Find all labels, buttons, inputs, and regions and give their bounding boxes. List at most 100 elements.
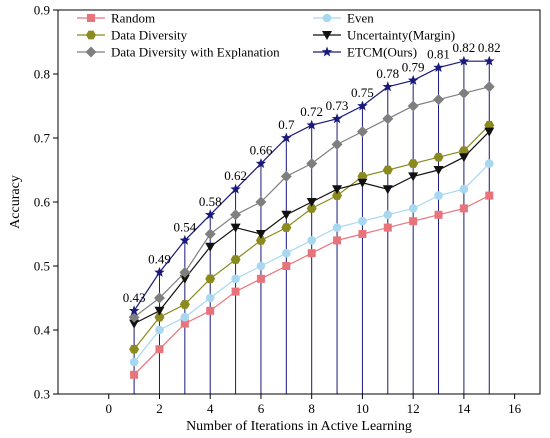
legend-label: ETCM(Ours) (347, 45, 417, 60)
data-point (332, 185, 343, 195)
data-point (357, 178, 368, 188)
x-tick-label: 14 (457, 401, 471, 416)
data-point (155, 325, 164, 335)
data-point (458, 55, 470, 66)
data-point (382, 113, 394, 125)
data-point (154, 306, 165, 316)
legend-marker (322, 13, 332, 23)
x-tick-label: 16 (508, 401, 522, 416)
series-layer (128, 55, 495, 379)
data-point (306, 119, 317, 130)
data-point (358, 216, 367, 226)
legend-item: Random (77, 11, 155, 26)
data-point (231, 287, 240, 296)
data-label: 0.82 (453, 40, 476, 55)
data-point (255, 230, 266, 239)
legend-marker (85, 46, 97, 58)
data-point (484, 120, 495, 130)
legend-label: Even (347, 11, 374, 26)
x-tick-label: 0 (105, 401, 112, 416)
data-label: 0.78 (376, 66, 399, 81)
legend-label: Uncertainty(Margin) (347, 28, 455, 43)
data-label: 0.54 (173, 219, 196, 234)
data-point (130, 370, 139, 379)
data-point (129, 319, 140, 329)
data-point (205, 293, 215, 303)
data-point (206, 306, 215, 315)
data-point (154, 266, 165, 277)
data-point (408, 159, 419, 168)
legend-label: Data Diversity (111, 28, 188, 43)
data-point (307, 249, 316, 258)
data-label: 0.72 (300, 104, 323, 119)
y-tick-label: 0.3 (34, 387, 50, 402)
data-point (230, 209, 242, 221)
data-point (255, 158, 267, 169)
data-point (332, 223, 342, 232)
data-point (255, 196, 267, 208)
legend-marker (321, 46, 333, 57)
data-point (230, 255, 241, 264)
plot-frame (57, 9, 541, 395)
data-point (230, 183, 241, 194)
data-point (382, 185, 393, 195)
data-point (204, 228, 216, 240)
data-point (485, 191, 494, 200)
data-point (483, 81, 495, 93)
series-etcm-ours (128, 55, 495, 316)
axes: 0.3 0.4 0.5 0.6 0.7 0.8 0.9 0 2 4 6 8 10 12 14 16 (34, 3, 541, 416)
data-label: 0.75 (351, 85, 374, 100)
data-point (433, 62, 444, 73)
data-label: 0.62 (224, 168, 247, 183)
x-tick-label: 2 (156, 401, 163, 416)
data-point (356, 126, 368, 138)
data-point (383, 223, 392, 232)
data-point (383, 210, 393, 220)
data-point (204, 209, 216, 220)
data-point (129, 344, 140, 354)
data-point (433, 94, 445, 106)
y-tick-label: 0.7 (34, 131, 51, 146)
legend-item: Uncertainty(Margin) (313, 28, 455, 43)
data-point (357, 100, 368, 111)
data-point (205, 242, 216, 252)
y-tick-label: 0.8 (34, 67, 50, 82)
data-point (256, 274, 265, 283)
data-point (280, 170, 292, 182)
data-point (357, 172, 368, 181)
legend-marker (87, 14, 95, 22)
data-point (129, 357, 139, 367)
series-random (130, 191, 494, 379)
legend-label: Random (111, 11, 155, 26)
data-point (408, 204, 418, 213)
data-point (282, 262, 291, 270)
data-point (306, 198, 317, 207)
data-point (179, 274, 190, 284)
data-point (434, 191, 443, 200)
y-tick-label: 0.6 (34, 195, 51, 210)
data-point (459, 204, 468, 213)
series-even (129, 159, 494, 367)
data-point (179, 300, 190, 309)
data-point (281, 223, 292, 232)
x-tick-label: 10 (356, 401, 369, 416)
data-point (333, 236, 342, 245)
data-point (179, 234, 191, 245)
series-data-diversity (129, 120, 495, 354)
data-point (484, 159, 494, 168)
data-point (407, 74, 419, 85)
data-point (179, 266, 191, 278)
x-tick-label: 4 (207, 401, 214, 416)
series-data-diversity-with-explanation (128, 81, 495, 323)
data-point (155, 345, 164, 354)
legend: Random Even Data Diversity Uncertainty(Marg… (77, 11, 455, 60)
x-axis-title: Number of Iterations in Active Learning (186, 419, 412, 434)
data-point (331, 138, 343, 150)
legend-label: Data Diversity with Explanation (111, 45, 280, 60)
data-point (205, 274, 216, 284)
data-point (230, 223, 241, 233)
data-point (358, 230, 367, 238)
data-label: 0.7 (278, 117, 295, 132)
legend-marker (322, 31, 332, 40)
